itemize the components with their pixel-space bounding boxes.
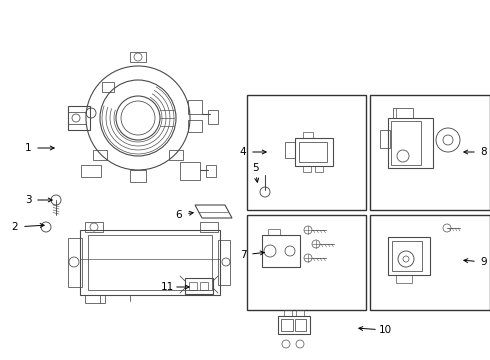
Bar xyxy=(102,82,114,92)
Bar xyxy=(188,120,202,132)
Bar xyxy=(303,166,311,172)
Bar xyxy=(80,230,220,295)
Bar xyxy=(185,278,213,294)
Text: 9: 9 xyxy=(481,257,488,267)
Text: 10: 10 xyxy=(378,325,392,335)
Text: 4: 4 xyxy=(240,147,246,157)
Bar xyxy=(68,106,90,130)
Text: 3: 3 xyxy=(24,195,31,205)
Bar xyxy=(281,319,293,331)
Bar xyxy=(85,222,103,232)
Bar xyxy=(303,132,313,138)
Bar xyxy=(189,282,197,290)
Bar xyxy=(284,310,292,316)
Bar xyxy=(93,150,107,160)
Bar xyxy=(295,319,306,331)
Bar xyxy=(200,282,208,290)
Bar xyxy=(295,138,333,166)
Bar xyxy=(380,130,390,148)
Bar xyxy=(296,310,304,316)
Bar xyxy=(130,52,146,62)
Bar xyxy=(247,215,366,310)
Bar xyxy=(188,100,202,114)
Bar xyxy=(396,275,412,283)
Bar xyxy=(388,118,433,168)
Text: 2: 2 xyxy=(12,222,18,232)
Text: 1: 1 xyxy=(24,143,31,153)
Bar xyxy=(169,150,183,160)
Bar xyxy=(315,166,323,172)
Bar xyxy=(88,235,212,290)
Bar xyxy=(81,165,101,177)
Bar xyxy=(247,95,366,210)
Text: 6: 6 xyxy=(176,210,182,220)
Bar xyxy=(388,237,430,275)
Bar xyxy=(200,222,218,232)
Bar xyxy=(370,215,490,310)
Bar xyxy=(180,162,200,180)
Bar xyxy=(68,238,82,287)
Bar xyxy=(285,142,295,158)
Text: 11: 11 xyxy=(160,282,173,292)
Bar xyxy=(393,108,413,118)
Bar xyxy=(268,229,280,235)
Bar xyxy=(208,110,218,124)
Bar xyxy=(218,240,230,285)
Text: 5: 5 xyxy=(252,163,258,173)
Bar xyxy=(206,165,216,177)
Text: 8: 8 xyxy=(481,147,488,157)
Bar xyxy=(370,95,490,210)
Bar xyxy=(130,170,146,182)
Bar xyxy=(262,235,300,267)
Bar xyxy=(392,241,422,271)
Bar xyxy=(85,295,105,303)
Text: 7: 7 xyxy=(240,250,246,260)
Bar xyxy=(299,142,327,162)
Bar xyxy=(391,121,421,165)
Bar xyxy=(278,316,310,334)
